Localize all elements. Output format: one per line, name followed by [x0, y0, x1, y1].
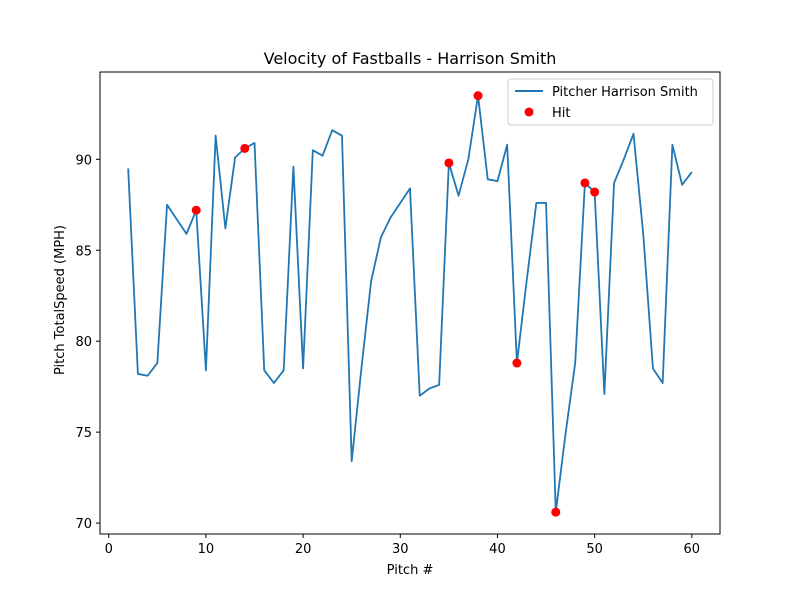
- hit-point: [551, 507, 561, 517]
- legend-box: [507, 78, 714, 126]
- x-tick-label: 50: [586, 542, 603, 557]
- hit-point: [512, 358, 522, 368]
- legend-scatter-swatch: [524, 107, 534, 117]
- x-tick-label: 40: [489, 542, 506, 557]
- chart-title: Velocity of Fastballs - Harrison Smith: [264, 49, 557, 68]
- hit-point: [444, 158, 454, 168]
- x-tick-label: 30: [392, 542, 409, 557]
- y-tick-label: 90: [75, 153, 92, 168]
- legend-entry-line: Pitcher Harrison Smith: [552, 85, 698, 100]
- hit-point: [590, 187, 600, 197]
- x-axis-label: Pitch #: [387, 563, 434, 578]
- y-tick-label: 85: [75, 244, 92, 259]
- plot-frame: [99, 71, 721, 535]
- x-tick-label: 0: [105, 542, 113, 557]
- y-tick-label: 80: [75, 335, 92, 350]
- hit-point: [191, 205, 201, 215]
- legend: Pitcher Harrison Smith Hit: [507, 78, 714, 126]
- plot-area: [99, 71, 721, 535]
- y-axis: 70 75 80 85 90: [75, 153, 100, 532]
- series-line-harrison-smith: [127, 94, 693, 514]
- x-tick-label: 60: [684, 542, 701, 557]
- x-tick-label: 20: [295, 542, 312, 557]
- legend-entry-hit: Hit: [552, 106, 570, 121]
- hit-point: [473, 91, 483, 101]
- y-tick-label: 70: [75, 517, 92, 532]
- x-axis: 0 10 20 30 40 50 60: [105, 534, 700, 557]
- x-tick-label: 10: [198, 542, 215, 557]
- hit-point: [240, 143, 250, 153]
- hit-point: [580, 178, 590, 188]
- y-tick-label: 75: [75, 426, 92, 441]
- y-axis-label: Pitch TotalSpeed (MPH): [53, 225, 68, 375]
